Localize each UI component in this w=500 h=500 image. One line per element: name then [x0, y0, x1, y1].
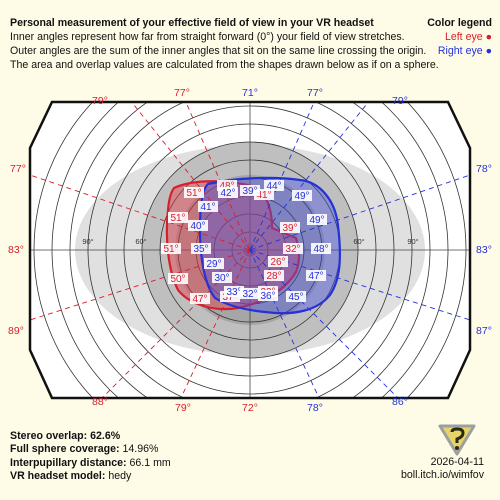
date-stamp: 2026-04-11 [430, 456, 484, 468]
site-link[interactable]: boll.itch.io/wimfov [400, 469, 484, 482]
wimfov-logo-icon [438, 424, 476, 456]
inner-angle-label: 48° [219, 181, 234, 192]
ring-labels: 90° 60° 60° 90° [82, 237, 418, 246]
header-line-3: The area and overlap values are calculat… [10, 59, 439, 71]
inner-angle-label: 51° [186, 188, 201, 199]
inner-angle-label: 51° [163, 244, 178, 255]
inner-angle-label: 51° [170, 213, 185, 224]
inner-label-group: 51° [184, 187, 204, 199]
inner-angle-label: 44° [266, 181, 281, 192]
inner-angle-label: 26° [270, 257, 285, 268]
stats-panel: Stereo overlap: 62.6% Full sphere covera… [10, 430, 171, 484]
outer-angle-label: 71° [242, 87, 258, 99]
right-eye-outer-labels: 71° 77° 79° 78° 83° 87° 86° 78° [242, 87, 492, 414]
outer-angle-label: 79° [175, 402, 191, 414]
legend-right-eye: Right eye ● [437, 45, 492, 57]
inner-angle-label: 49° [294, 191, 309, 202]
outer-angle-label: 77° [174, 87, 190, 99]
full-sphere-stat: Full sphere coverage: 14.96% [10, 443, 159, 456]
inner-angle-label: 47° [192, 294, 207, 305]
inner-angle-label: 41° [256, 190, 271, 201]
outer-angle-label: 77° [307, 87, 323, 99]
inner-angle-label: 42° [220, 188, 235, 199]
inner-angle-label: 33° [226, 287, 241, 298]
inner-angle-label: 41° [200, 202, 215, 213]
diagram-frame [28, 100, 472, 400]
outer-angle-label: 79° [92, 95, 108, 107]
inner-angle-label: 48° [313, 244, 328, 255]
inner-angle-label: 40° [190, 221, 205, 232]
ring-label: 90° [407, 237, 418, 246]
color-legend: Color legend Left eye ● Right eye ● [427, 16, 492, 58]
inner-angle-label: 49° [309, 215, 324, 226]
left-eye-inner-labels: 51° 48° 41° 51° 39° 51° 32° 50° 26° 28° … [161, 180, 303, 305]
outer-angle-label: 78° [307, 402, 323, 414]
header: Personal measurement of your effective f… [10, 16, 494, 72]
legend-title: Color legend [427, 17, 492, 29]
inner-angle-label: 36° [260, 291, 275, 302]
ring-label: 90° [82, 237, 93, 246]
ring-label: 60° [135, 237, 146, 246]
outer-angle-label: 83° [476, 244, 492, 256]
headset-model-stat: VR headset model: hedy [10, 470, 132, 483]
inner-angle-label: 50° [170, 274, 185, 285]
ring-label: 60° [353, 237, 364, 246]
legend-left-eye: Left eye ● [444, 31, 492, 43]
outer-angle-label: 77° [10, 163, 26, 175]
outer-angle-label: 88° [92, 396, 108, 408]
right-eye-inner-labels: 42° 39° 44° 41° 49° 40° 49° 35° 48° 29° … [188, 180, 331, 303]
inner-angle-label: 29° [206, 259, 221, 270]
header-line-1: Inner angles represent how far from stra… [10, 31, 405, 43]
inner-angle-label: 47° [308, 271, 323, 282]
inner-angle-label: 39° [282, 223, 297, 234]
outer-angle-label: 79° [392, 95, 408, 107]
inner-angle-label: 32° [242, 289, 257, 300]
outer-angle-label: 86° [392, 396, 408, 408]
inner-angle-label: 32° [285, 244, 300, 255]
left-eye-outer-labels: 79° 77° 77° 83° 89° 88° 79° 72° [8, 87, 258, 414]
inner-angle-label: 28° [266, 271, 281, 282]
header-line-2: Outer angles are the sum of the inner an… [10, 45, 427, 57]
inner-angle-label: 37° [222, 292, 237, 303]
outer-angle-label: 78° [476, 163, 492, 175]
page-title: Personal measurement of your effective f… [10, 17, 374, 29]
inner-angle-label: 45° [288, 292, 303, 303]
inner-angle-label: 39° [242, 186, 257, 197]
footer-right: 2026-04-11 boll.itch.io/wimfov [401, 456, 484, 483]
outer-angle-label: 89° [8, 325, 24, 337]
outer-angle-label: 87° [476, 325, 492, 337]
outer-angle-label: 83° [8, 244, 24, 256]
outer-angle-label: 72° [242, 402, 258, 414]
stereo-overlap-stat: Stereo overlap: 62.6% [10, 430, 121, 442]
inner-angle-label: 30° [214, 273, 229, 284]
inner-angle-label: 35° [193, 244, 208, 255]
ipd-stat: Interpupillary distance: 66.1 mm [10, 456, 171, 469]
